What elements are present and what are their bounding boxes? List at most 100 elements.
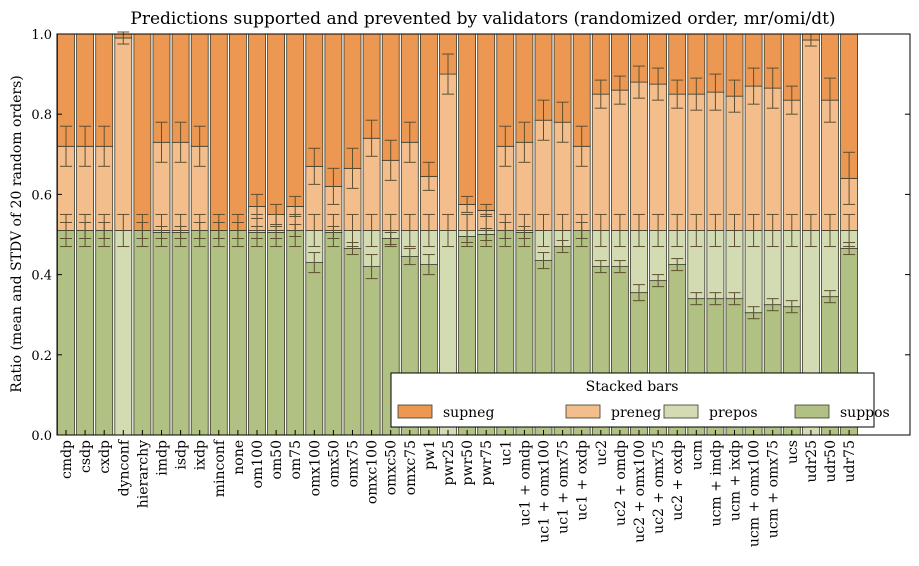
x-tick-label: ucm + omx100 — [747, 440, 763, 547]
x-tick-label: omx75 — [346, 440, 362, 487]
x-tick-label: udr75 — [842, 440, 858, 483]
bar-preneg — [802, 39, 820, 231]
x-tick-label: omxc50 — [384, 440, 400, 495]
y-axis: 0.0 0.2 0.4 0.6 0.8 1.0 — [31, 28, 910, 444]
y-tick-label: 0.8 — [31, 108, 52, 123]
x-tick-label: minconf — [212, 438, 228, 497]
x-tick-label: cxdp — [97, 440, 113, 474]
x-tick-label: ixdp — [193, 440, 209, 470]
bar-preneg — [649, 83, 667, 231]
legend-swatch-prepos — [663, 404, 699, 419]
bar-supneg — [458, 33, 477, 205]
bar-preneg — [725, 95, 744, 231]
bar-supneg — [133, 33, 152, 231]
legend: Stacked bars supneg preneg prepos suppos — [390, 372, 890, 428]
bar-suppos — [343, 248, 362, 436]
x-axis: cmdp csdp cxdp dynconf hierarchy imdp isdp ixdp… — [59, 430, 858, 547]
x-tick-label: dynconf — [116, 438, 132, 496]
x-tick-label: ucm + omx75 — [766, 440, 782, 538]
bar-preneg — [611, 89, 629, 231]
x-tick-label: ucm — [689, 440, 705, 470]
bar-supneg — [419, 33, 438, 177]
legend-box — [390, 372, 875, 428]
bar-suppos — [362, 266, 381, 436]
x-tick-label: pwr75 — [479, 440, 495, 485]
y-axis-label: Ratio (mean and STDV of 20 random orders… — [9, 75, 25, 392]
bar-suppos — [95, 230, 114, 436]
legend-label-preneg: preneg — [611, 405, 661, 421]
x-tick-label: uc2 + omx100 — [632, 440, 648, 543]
bar-supneg — [324, 33, 343, 187]
bar-suppos — [57, 230, 75, 436]
bar-suppos — [76, 230, 94, 436]
x-tick-label: pwr50 — [460, 440, 476, 485]
x-tick-label: uc2 + oxdp — [670, 440, 686, 521]
x-tick-label: omx100 — [307, 440, 323, 496]
x-tick-label: pw1 — [422, 440, 438, 470]
error-bars-layer — [60, 31, 856, 320]
legend-items: supneg preneg prepos suppos — [397, 404, 890, 421]
bar-preneg — [439, 73, 457, 231]
x-tick-label: udr25 — [804, 440, 820, 483]
bar-supneg — [209, 33, 228, 231]
bar-suppos — [305, 262, 324, 436]
bar-suppos — [209, 230, 228, 436]
bar-preneg — [744, 85, 763, 231]
x-tick-label: uc1 + omx75 — [556, 440, 572, 534]
legend-swatch-supneg — [397, 404, 433, 419]
x-tick-label: omxc75 — [403, 440, 419, 495]
bar-preneg — [706, 91, 725, 231]
legend-swatch-suppos — [794, 404, 830, 419]
bar-supneg — [477, 33, 496, 211]
x-tick-label: omx50 — [326, 440, 342, 487]
bar-preneg — [763, 87, 782, 231]
bar-suppos — [171, 232, 190, 436]
x-tick-label: uc2 + omdp — [613, 440, 629, 526]
bar-preneg — [687, 93, 706, 231]
x-tick-label: none — [231, 440, 247, 475]
y-tick-label: 0.6 — [31, 188, 52, 203]
y-tick-label: 1.0 — [31, 28, 52, 43]
bar-preneg — [591, 93, 610, 231]
x-tick-label: uc1 + oxdp — [575, 440, 591, 521]
x-tick-label: uc1 — [498, 440, 514, 466]
bar-supneg — [248, 33, 266, 207]
bar-suppos — [228, 230, 247, 436]
bar-suppos — [324, 232, 343, 436]
x-tick-label: udr50 — [823, 440, 839, 483]
x-tick-label: hierarchy — [135, 440, 151, 508]
bar-suppos — [190, 230, 209, 436]
bar-preneg — [630, 81, 648, 231]
bar-suppos — [248, 232, 266, 436]
legend-label-supneg: supneg — [443, 405, 494, 421]
x-tick-label: om50 — [269, 440, 285, 480]
y-tick-label: 0.0 — [31, 429, 52, 444]
x-tick-label: uc1 + omx100 — [537, 440, 553, 543]
bar-supneg — [267, 33, 286, 215]
x-tick-label: om100 — [250, 440, 266, 488]
bar-preneg — [114, 37, 133, 231]
x-tick-label: csdp — [78, 440, 94, 473]
bar-preneg — [782, 99, 801, 231]
x-tick-label: isdp — [174, 440, 190, 470]
bar-suppos — [267, 232, 286, 436]
x-tick-label: ucm + imdp — [708, 440, 724, 526]
x-tick-label: imdp — [155, 440, 171, 476]
bar-suppos — [152, 232, 171, 436]
x-tick-label: pwr25 — [441, 440, 457, 485]
bar-supneg — [305, 33, 324, 167]
legend-title: Stacked bars — [586, 379, 679, 395]
x-tick-label: om75 — [288, 440, 304, 480]
chart-title: Predictions supported and prevented by v… — [130, 9, 835, 29]
bar-suppos — [286, 230, 305, 436]
legend-label-prepos: prepos — [709, 405, 758, 421]
x-tick-label: omxc100 — [365, 440, 381, 504]
x-tick-label: ucs — [785, 440, 801, 464]
x-tick-label: cmdp — [59, 440, 75, 479]
x-tick-label: uc2 + omx75 — [651, 440, 667, 534]
bar-supneg — [228, 33, 247, 231]
y-tick-label: 0.2 — [31, 349, 52, 364]
legend-label-suppos: suppos — [840, 405, 890, 421]
